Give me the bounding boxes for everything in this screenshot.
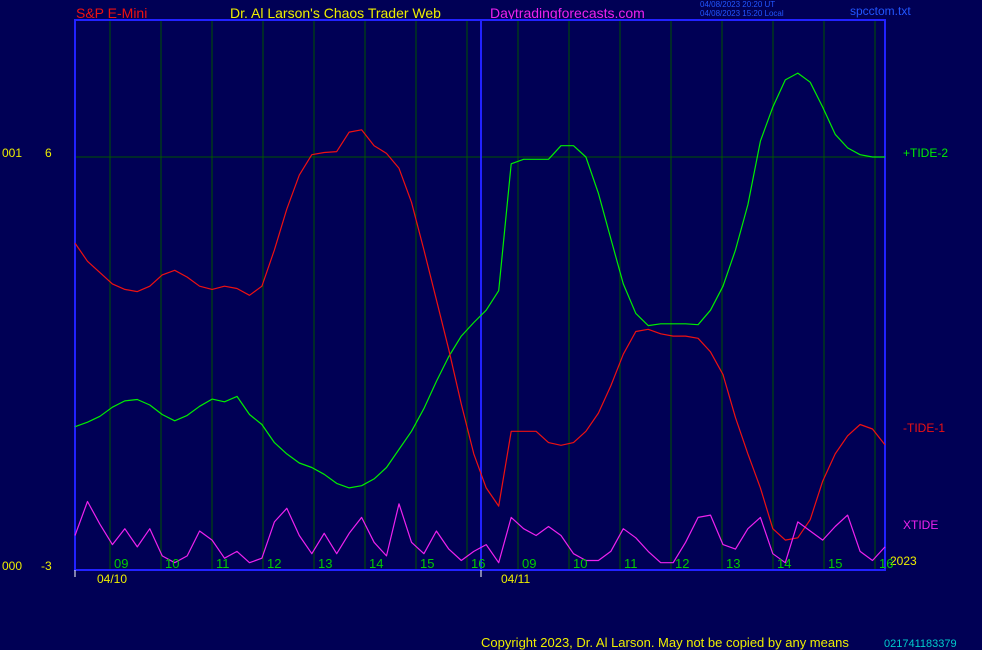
hour-label: 16 (471, 556, 486, 571)
hour-label: 09 (114, 556, 129, 571)
hour-label: 11 (624, 556, 638, 571)
hour-label: 09 (522, 556, 537, 571)
hour-label: 12 (267, 556, 282, 571)
y-axis-bottom-code: 000 (2, 559, 23, 573)
series-line-1 (74, 129, 886, 541)
y-axis-top-value: 6 (45, 146, 52, 160)
hour-label: 12 (675, 556, 690, 571)
author-title: Dr. Al Larson's Chaos Trader Web (230, 5, 441, 21)
hour-label: 14 (369, 556, 384, 571)
hour-label: 13 (726, 556, 741, 571)
hour-label: 15 (420, 556, 435, 571)
hour-label: 13 (318, 556, 333, 571)
footer-code: 021741183379 (884, 638, 957, 650)
data-file-name: spcctom.txt (850, 4, 911, 18)
chart-frame (74, 19, 886, 571)
series-line-0 (74, 72, 885, 489)
series-line-2 (74, 500, 886, 564)
y-axis-top-code: 001 (2, 146, 23, 160)
year-label: 2023 (890, 554, 917, 568)
copyright-notice: Copyright 2023, Dr. Al Larson. May not b… (481, 635, 849, 650)
instrument-title: S&P E-Mini (76, 5, 148, 21)
timestamp-local: 04/08/2023 15:20 Local (700, 9, 784, 18)
date-label-0: 04/10 (97, 572, 128, 586)
date-label-1: 04/11 (501, 572, 531, 586)
series-label-xtide: XTIDE (903, 518, 939, 532)
hour-label: 10 (165, 556, 180, 571)
site-link[interactable]: Daytradingforecasts.com (490, 5, 645, 21)
series-label-tide1: -TIDE-1 (903, 421, 945, 435)
hour-label: 15 (828, 556, 843, 571)
hour-label: 16 (879, 556, 894, 571)
hour-label: 10 (573, 556, 588, 571)
series-label-tide2: +TIDE-2 (903, 146, 949, 160)
hour-label: 11 (216, 556, 230, 571)
hour-label: 14 (777, 556, 792, 571)
y-axis-bottom-value: -3 (41, 559, 52, 573)
timestamp-ut: 04/08/2023 20:20 UT (700, 0, 776, 9)
